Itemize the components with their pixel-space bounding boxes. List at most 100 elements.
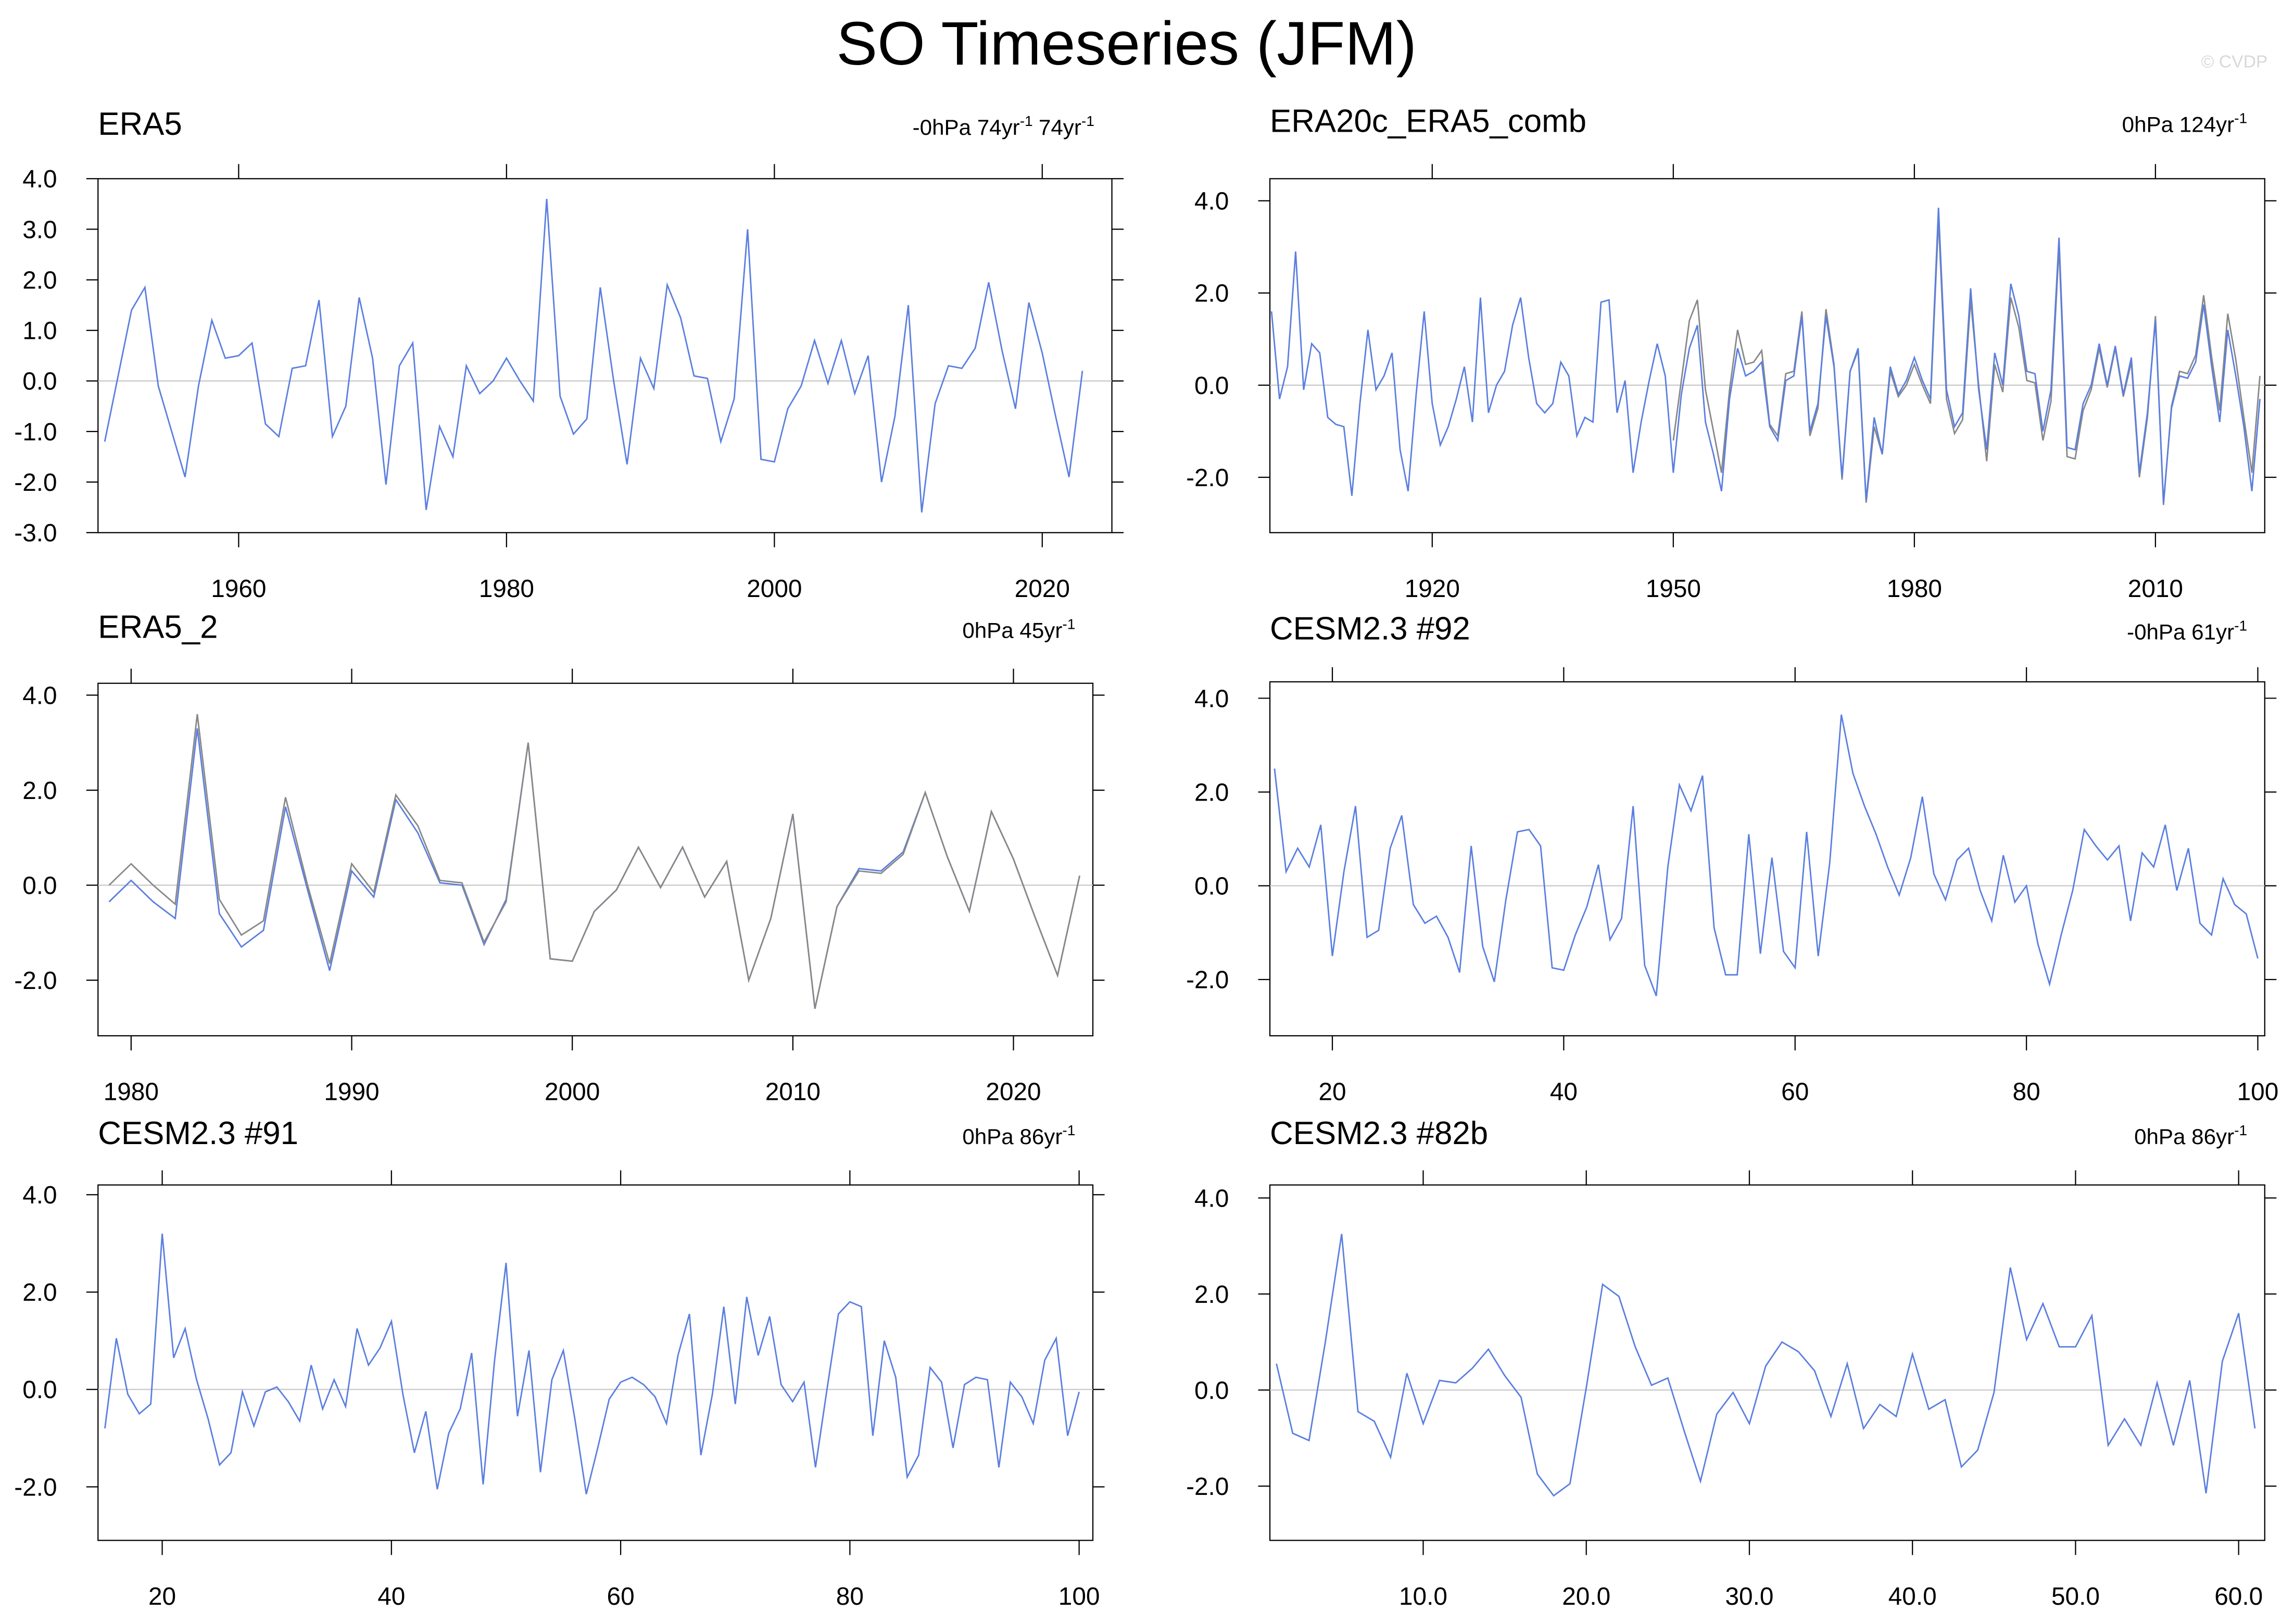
- x-tick-label: 80: [836, 1583, 864, 1610]
- x-tick-label: 1980: [1887, 575, 1942, 603]
- figure-title: SO Timeseries (JFM): [836, 9, 1417, 78]
- x-tick-label: 2020: [1015, 575, 1070, 603]
- series-line: [104, 199, 1083, 513]
- panel-annotation: -0hPa 74yr-1 74yr-1: [913, 113, 1094, 139]
- panel-title: CESM2.3 #82b: [1270, 1115, 1488, 1151]
- y-tick-label: -2.0: [14, 967, 57, 995]
- annotation-text: 74yr: [1039, 115, 1081, 139]
- x-tick-label: 40: [1550, 1079, 1578, 1106]
- series-line: [108, 714, 1080, 1009]
- panel-annotation: 0hPa 86yr-1: [962, 1122, 1075, 1149]
- x-tick-label: 2000: [747, 575, 802, 603]
- x-tick-label: 80: [2013, 1079, 2040, 1106]
- x-tick-label: 10.0: [1399, 1583, 1447, 1610]
- y-tick-label: -1.0: [14, 418, 57, 446]
- x-tick-label: 60.0: [2214, 1583, 2263, 1610]
- y-tick-label: 2.0: [1194, 280, 1229, 308]
- x-tick-label: 20: [1318, 1079, 1346, 1106]
- annotation-superscript: -1: [2234, 1122, 2247, 1138]
- x-tick-label: 1920: [1405, 575, 1460, 603]
- panel: CESM2.3 #82b 0hPa 86yr-1 -2.0 0.0 2.0 4.0 10.0…: [1186, 1115, 2277, 1610]
- annotation-text: 0hPa 86yr: [962, 1124, 1062, 1149]
- panel: ERA5_2 0hPa 45yr-1 -2.0 0.0 2.0 4.0 1980 1990 20…: [14, 610, 1105, 1106]
- annotation-superscript: -1: [1062, 616, 1075, 632]
- y-tick-label: 0.0: [22, 368, 57, 396]
- annotation-text: -0hPa 61yr: [2127, 619, 2234, 644]
- x-tick-label: 100: [1058, 1583, 1100, 1610]
- y-tick-label: 0.0: [22, 872, 57, 899]
- panel: CESM2.3 #92 -0hPa 61yr-1 -2.0 0.0 2.0 4.0 20 40…: [1186, 611, 2278, 1106]
- y-tick-label: -2.0: [1186, 967, 1229, 994]
- x-tick-label: 1980: [104, 1079, 159, 1106]
- series-line: [108, 728, 1080, 1009]
- y-tick-label: -2.0: [1186, 464, 1229, 492]
- x-tick-label: 2000: [545, 1079, 600, 1106]
- y-tick-label: 2.0: [22, 1279, 57, 1306]
- y-tick-label: 4.0: [22, 166, 57, 193]
- series-line: [1274, 714, 2259, 996]
- annotation-superscript: -1: [2234, 110, 2247, 126]
- x-tick-label: 100: [2237, 1079, 2279, 1106]
- x-tick-label: 30.0: [1725, 1583, 1773, 1610]
- x-tick-label: 1960: [211, 575, 266, 603]
- panel-annotation: 0hPa 124yr-1: [2122, 110, 2247, 137]
- y-tick-label: 4.0: [22, 682, 57, 709]
- x-tick-label: 50.0: [2051, 1583, 2100, 1610]
- panel-title: CESM2.3 #92: [1270, 611, 1470, 646]
- panel: ERA5 -0hPa 74yr-1 74yr-1-3.0-2.0-1.00.01.0…: [14, 106, 1124, 603]
- y-tick-label: 4.0: [22, 1182, 57, 1209]
- x-tick-label: 1950: [1646, 575, 1701, 603]
- annotation-superscript: -1: [1062, 1122, 1075, 1138]
- panel-annotation: -0hPa 61yr-1: [2127, 618, 2247, 644]
- annotation-superscript: -1: [1081, 113, 1094, 129]
- y-tick-label: 0.0: [1194, 1377, 1229, 1404]
- y-tick-label: 3.0: [22, 216, 57, 244]
- plot-frame: [97, 178, 1113, 534]
- annotation-text: 0hPa 45yr: [962, 618, 1062, 643]
- panel-title: ERA5_2: [98, 610, 218, 645]
- plot-frame: [1269, 178, 2265, 534]
- panel: CESM2.3 #91 0hPa 86yr-1 -2.0 0.0 2.0 4.0 20 40 6…: [14, 1115, 1105, 1610]
- annotation-superscript: -1: [1020, 113, 1033, 129]
- x-tick-label: 40: [377, 1583, 405, 1610]
- x-tick-label: 40.0: [1888, 1583, 1937, 1610]
- y-tick-label: 2.0: [1194, 1281, 1229, 1309]
- y-tick-label: 1.0: [22, 318, 57, 345]
- panel-annotation: 0hPa 86yr-1: [2134, 1122, 2247, 1149]
- y-tick-label: 0.0: [1194, 873, 1229, 900]
- panel-title: CESM2.3 #91: [98, 1115, 298, 1151]
- y-tick-label: -2.0: [14, 469, 57, 497]
- plot-frame: [1269, 681, 2265, 1037]
- y-tick-label: 2.0: [22, 267, 57, 294]
- credit: © CVDP: [2201, 52, 2268, 72]
- series-line: [104, 1233, 1080, 1494]
- x-tick-label: 60: [607, 1583, 635, 1610]
- y-tick-label: 0.0: [22, 1376, 57, 1404]
- x-tick-label: 2010: [2128, 575, 2183, 603]
- panel-title: ERA5: [98, 106, 182, 142]
- y-tick-label: 2.0: [22, 777, 57, 805]
- panel: ERA20c_ERA5_comb 0hPa 124yr-1 -2.0 0.0 2.0 4.…: [1186, 103, 2277, 603]
- x-tick-label: 1990: [324, 1079, 379, 1106]
- series-line: [1276, 1234, 2256, 1497]
- x-tick-label: 20: [148, 1583, 176, 1610]
- y-tick-label: 4.0: [1194, 1185, 1229, 1212]
- series-line: [1270, 208, 2261, 503]
- y-tick-label: -2.0: [14, 1474, 57, 1501]
- annotation-text: 0hPa 86yr: [2134, 1124, 2234, 1149]
- plot-frame: [1269, 1184, 2265, 1541]
- y-tick-label: 4.0: [1194, 685, 1229, 713]
- panel-title: ERA20c_ERA5_comb: [1270, 103, 1586, 139]
- x-tick-label: 2020: [986, 1079, 1041, 1106]
- y-tick-label: 2.0: [1194, 779, 1229, 806]
- x-tick-label: 20.0: [1562, 1583, 1610, 1610]
- plot-frame: [97, 682, 1094, 1037]
- panel-annotation: 0hPa 45yr-1: [962, 616, 1075, 643]
- y-tick-label: -2.0: [1186, 1473, 1229, 1501]
- annotation-text: 0hPa 124yr: [2122, 112, 2234, 136]
- x-tick-label: 60: [1781, 1079, 1809, 1106]
- y-tick-label: -3.0: [14, 519, 57, 547]
- annotation-text: -0hPa 74yr: [913, 115, 1020, 139]
